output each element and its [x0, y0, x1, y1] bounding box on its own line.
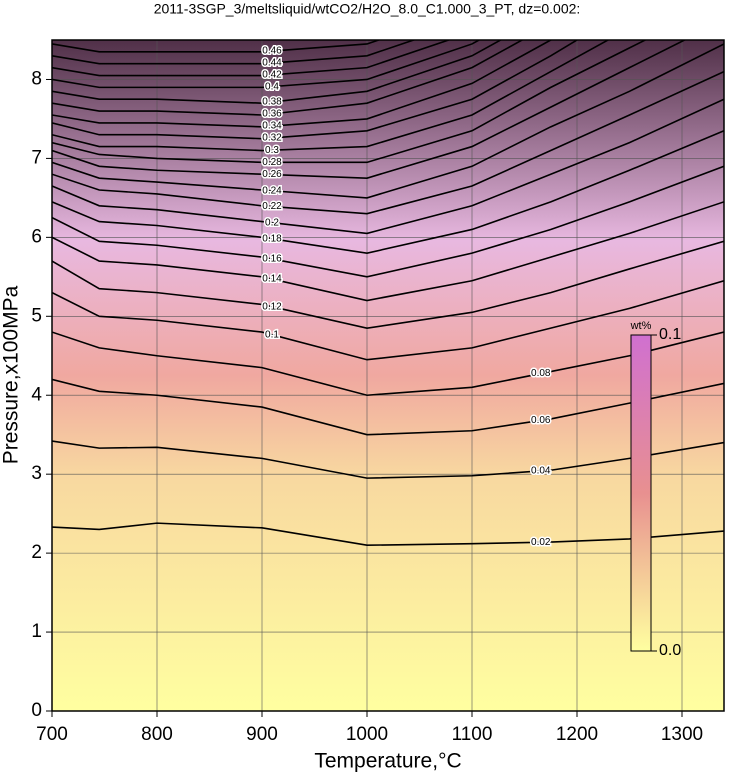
colorbar-title: wt%: [630, 320, 652, 332]
contour-line: [52, 522, 724, 547]
contour-label: 0.36: [262, 109, 282, 120]
plot-frame: [51, 39, 725, 712]
contour-line: [52, 40, 417, 65]
colorbar-tick-label: 0.1: [659, 326, 681, 343]
contour-label: 0.24: [262, 185, 282, 196]
contour-line: [52, 40, 524, 116]
y-tick-label: 5: [31, 305, 42, 326]
contour-label: 0.42: [262, 69, 282, 80]
chart-title: 2011-3SGP_3/meltsliquid/wtCO2/H2O_8.0_C1…: [154, 1, 581, 17]
colorbar-tick-label: 0.0: [659, 642, 681, 659]
x-tick-label: 1200: [556, 724, 598, 745]
contour-line: [52, 130, 724, 254]
contour-label: 0.2: [265, 217, 279, 228]
y-tick-label: 7: [31, 147, 42, 168]
contour-line: [52, 165, 724, 278]
y-tick-label: 3: [31, 463, 42, 484]
x-tick-label: 700: [36, 724, 68, 745]
contour-line: [52, 40, 648, 164]
contour-line: [52, 40, 610, 152]
contour-line: [52, 378, 724, 436]
x-tick-label: 900: [246, 724, 278, 745]
contour-label: 0.22: [262, 201, 282, 212]
y-tick-label: 8: [31, 68, 42, 89]
contour-label: 0.26: [262, 169, 282, 180]
contour-line: [52, 40, 481, 89]
contour-line: [52, 331, 724, 397]
plot-background: [52, 40, 724, 711]
contour-label: 0.18: [262, 233, 282, 244]
y-tick-label: 6: [31, 226, 42, 247]
contour-line: [52, 201, 724, 302]
x-tick-label: 1100: [452, 724, 493, 745]
x-tick-label: 1300: [661, 724, 703, 745]
contour-line: [52, 40, 687, 179]
x-tick-label: 800: [141, 724, 173, 745]
contour-line: [52, 240, 724, 329]
contour-label: 0.16: [262, 254, 282, 265]
contour-line: [52, 40, 503, 104]
contour-label: 0.3: [265, 145, 279, 156]
y-tick-label: 2: [31, 542, 42, 563]
contour-label: 0.34: [262, 121, 282, 132]
y-tick-label: 4: [31, 384, 42, 405]
contour-label: 0.1: [265, 329, 279, 340]
contour-label: 0.08: [531, 368, 551, 379]
x-axis-label: Temperature,°C: [314, 750, 461, 773]
contour-line: [52, 98, 724, 235]
contour-label: 0.14: [262, 274, 282, 285]
contour-label: 0.46: [262, 46, 282, 57]
contour-label: 0.06: [531, 415, 551, 426]
colorbar: [630, 334, 652, 652]
y-tick-label: 1: [31, 621, 42, 642]
contour-label: 0.02: [531, 537, 551, 548]
contour-label: 0.4: [265, 81, 279, 92]
contour-label: 0.32: [262, 133, 282, 144]
y-axis-label: Pressure,x100MPa: [0, 285, 23, 464]
contour-line: [52, 70, 724, 215]
contour-label: 0.38: [262, 97, 282, 108]
contour-label: 0.44: [262, 58, 282, 69]
contour-line: [52, 40, 579, 140]
contour-line: [52, 40, 452, 77]
contour-line: [52, 40, 382, 53]
contour-line: [52, 280, 724, 361]
contour-label: 0.12: [262, 301, 282, 312]
contour-line: [52, 43, 724, 199]
contour-line: [52, 40, 553, 128]
plot-area: 0.02 0.04 0.06 0.08 0.1 0.12 0.14 0.16 0.18 0.2 0.…: [52, 40, 724, 711]
contour-label: 0.04: [531, 466, 551, 477]
x-tick-label: 1000: [346, 724, 388, 745]
y-tick-label: 0: [31, 700, 42, 721]
contour-label: 0.28: [262, 157, 282, 168]
contour-line: [52, 440, 724, 479]
